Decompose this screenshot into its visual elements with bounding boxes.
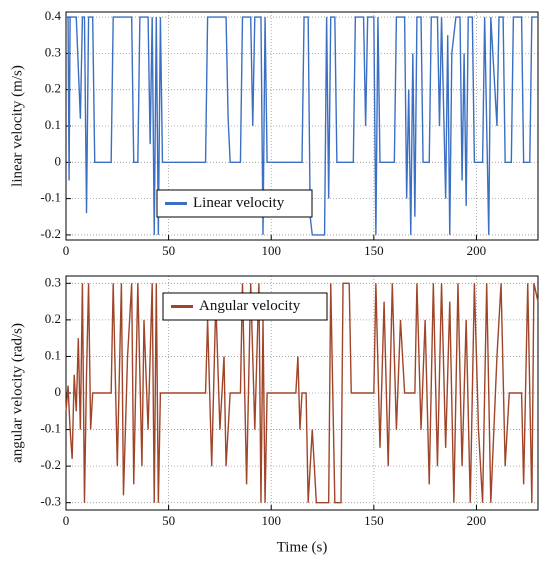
y-tick-label: -0.1: [40, 421, 61, 436]
y-tick-label: -0.1: [40, 190, 61, 205]
x-tick-label: 150: [364, 243, 384, 258]
data-line: [65, 282, 539, 504]
y-tick-label: 0.1: [45, 347, 61, 362]
y-tick-label: 0.2: [45, 81, 61, 96]
x-tick-label: 50: [162, 513, 175, 528]
plot-frame: [65, 11, 539, 241]
x-tick-label: 100: [261, 243, 281, 258]
y-tick-label: -0.2: [40, 226, 61, 241]
y-tick-label: 0.4: [45, 8, 62, 23]
x-tick-label: 0: [63, 243, 70, 258]
legend-label: Angular velocity: [199, 298, 301, 314]
x-axis-label: Time (s): [277, 539, 328, 555]
y-tick-label: 0.3: [45, 274, 61, 289]
y-tick-label: 0.3: [45, 44, 61, 59]
y-tick-label: 0: [55, 384, 62, 399]
y-tick-label: -0.2: [40, 457, 61, 472]
y-axis-label: linear velocity (m/s): [9, 65, 25, 187]
data-line: [66, 16, 538, 236]
y-tick-label: 0: [55, 153, 62, 168]
plot-frame: [65, 275, 539, 511]
x-tick-label: 0: [63, 513, 70, 528]
x-tick-label: 100: [261, 513, 281, 528]
y-tick-label: 0.1: [45, 117, 61, 132]
y-tick-label: -0.3: [40, 494, 61, 509]
x-tick-label: 150: [364, 513, 384, 528]
y-tick-label: 0.2: [45, 311, 61, 326]
legend-label: Linear velocity: [193, 195, 285, 211]
x-tick-label: 50: [162, 243, 175, 258]
x-tick-label: 200: [467, 513, 487, 528]
x-tick-label: 200: [467, 243, 487, 258]
y-axis-label: angular velocity (rad/s): [9, 323, 25, 463]
